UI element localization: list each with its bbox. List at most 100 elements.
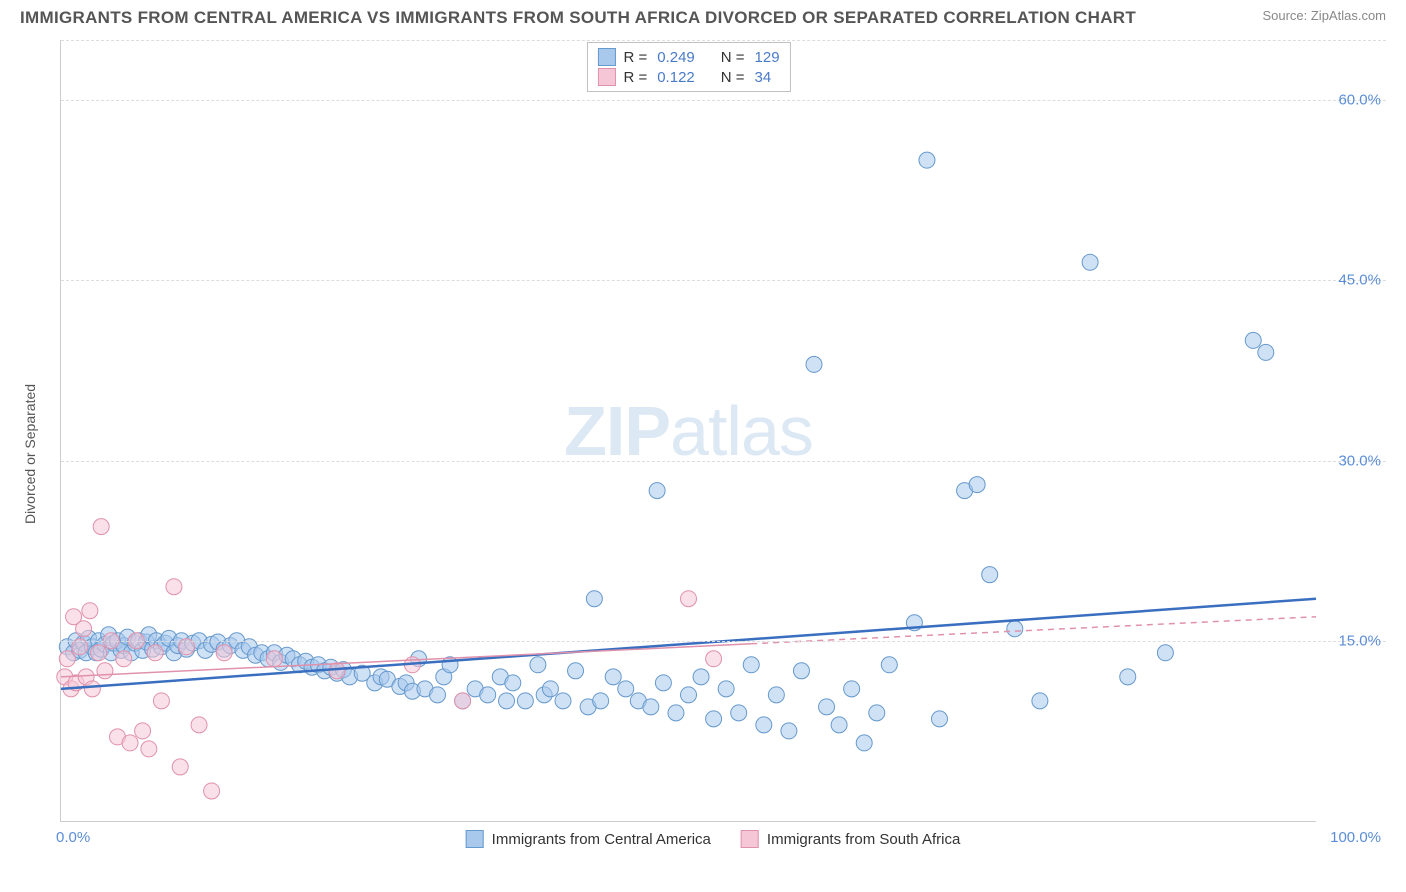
data-point: [1245, 332, 1261, 348]
data-point: [568, 663, 584, 679]
legend-correlation-row: R = 0.249 N = 129: [597, 47, 779, 67]
r-value: 0.249: [657, 49, 695, 66]
r-label: R =: [623, 69, 647, 86]
data-point: [681, 687, 697, 703]
data-point: [329, 663, 345, 679]
data-point: [655, 675, 671, 691]
data-point: [141, 741, 157, 757]
data-point: [1258, 344, 1274, 360]
data-point: [59, 651, 75, 667]
legend-series-item: Immigrants from Central America: [466, 830, 711, 848]
data-point: [555, 693, 571, 709]
data-point: [91, 645, 107, 661]
r-value: 0.122: [657, 69, 695, 86]
data-point: [1007, 621, 1023, 637]
n-label: N =: [721, 69, 745, 86]
data-point: [856, 735, 872, 751]
source-label: Source: ZipAtlas.com: [1262, 8, 1386, 23]
data-point: [681, 591, 697, 607]
data-point: [153, 693, 169, 709]
data-point: [1157, 645, 1173, 661]
gridline: [61, 100, 1386, 101]
data-point: [116, 651, 132, 667]
x-tick-label: 0.0%: [56, 829, 90, 846]
data-point: [1082, 254, 1098, 270]
legend-series-item: Immigrants from South Africa: [741, 830, 960, 848]
legend-swatch: [597, 48, 615, 66]
n-value: 129: [755, 49, 780, 66]
data-point: [881, 657, 897, 673]
y-tick-label: 45.0%: [1338, 272, 1381, 289]
data-point: [969, 477, 985, 493]
data-point: [76, 621, 92, 637]
gridline: [61, 280, 1386, 281]
y-tick-label: 15.0%: [1338, 632, 1381, 649]
data-point: [869, 705, 885, 721]
data-point: [982, 567, 998, 583]
legend-swatch: [466, 830, 484, 848]
data-point: [932, 711, 948, 727]
legend-swatch: [741, 830, 759, 848]
data-point: [919, 152, 935, 168]
scatter-svg: [61, 40, 1316, 821]
data-point: [693, 669, 709, 685]
data-point: [505, 675, 521, 691]
data-point: [793, 663, 809, 679]
n-value: 34: [755, 69, 772, 86]
data-point: [204, 783, 220, 799]
chart-title: IMMIGRANTS FROM CENTRAL AMERICA VS IMMIG…: [20, 8, 1136, 28]
data-point: [166, 579, 182, 595]
legend-correlation-row: R = 0.122 N = 34: [597, 67, 779, 87]
data-point: [743, 657, 759, 673]
data-point: [618, 681, 634, 697]
x-tick-label: 100.0%: [1330, 829, 1381, 846]
r-label: R =: [623, 49, 647, 66]
plot-region: ZIPatlas R =0.249N =129R =0.122N =34 15.…: [60, 40, 1316, 822]
data-point: [430, 687, 446, 703]
data-point: [82, 603, 98, 619]
data-point: [172, 759, 188, 775]
data-point: [1032, 693, 1048, 709]
data-point: [135, 723, 151, 739]
chart-area: Divorced or Separated ZIPatlas R =0.249N…: [40, 40, 1386, 852]
data-point: [649, 483, 665, 499]
n-label: N =: [721, 49, 745, 66]
data-point: [586, 591, 602, 607]
legend-correlation: R = 0.249 N = 129 R = 0.122 N = 34: [586, 42, 790, 92]
data-point: [781, 723, 797, 739]
data-point: [517, 693, 533, 709]
data-point: [593, 693, 609, 709]
data-point: [266, 651, 282, 667]
data-point: [530, 657, 546, 673]
data-point: [147, 645, 163, 661]
data-point: [93, 519, 109, 535]
data-point: [806, 356, 822, 372]
data-point: [668, 705, 684, 721]
legend-swatch: [597, 68, 615, 86]
data-point: [1120, 669, 1136, 685]
legend-series: Immigrants from Central America Immigrant…: [466, 830, 961, 848]
data-point: [499, 693, 515, 709]
data-point: [718, 681, 734, 697]
legend-series-label: Immigrants from Central America: [492, 831, 711, 848]
gridline: [61, 40, 1386, 41]
data-point: [768, 687, 784, 703]
data-point: [216, 645, 232, 661]
data-point: [731, 705, 747, 721]
data-point: [643, 699, 659, 715]
y-tick-label: 60.0%: [1338, 92, 1381, 109]
data-point: [706, 711, 722, 727]
data-point: [480, 687, 496, 703]
data-point: [706, 651, 722, 667]
gridline: [61, 461, 1386, 462]
legend-series-label: Immigrants from South Africa: [767, 831, 960, 848]
data-point: [122, 735, 138, 751]
y-axis-label: Divorced or Separated: [22, 384, 38, 524]
data-point: [191, 717, 207, 733]
data-point: [605, 669, 621, 685]
data-point: [831, 717, 847, 733]
data-point: [455, 693, 471, 709]
data-point: [84, 681, 100, 697]
gridline: [61, 641, 1386, 642]
data-point: [756, 717, 772, 733]
